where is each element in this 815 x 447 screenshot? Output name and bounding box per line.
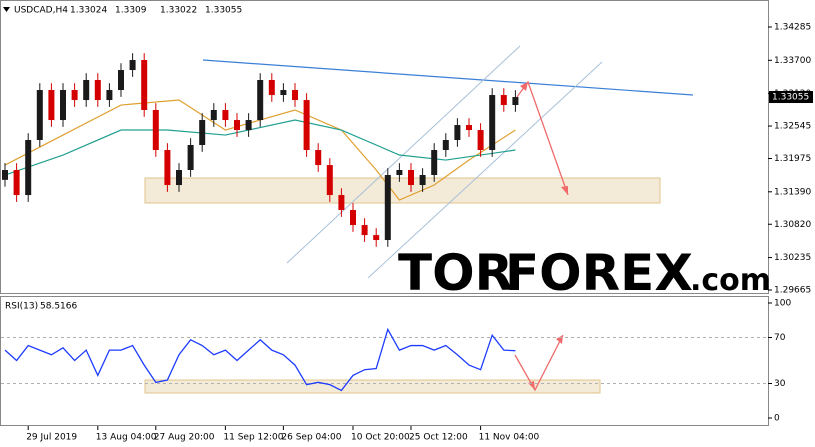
candle-body <box>280 90 287 96</box>
header-value: 1.3309 <box>115 6 147 16</box>
candle-body <box>396 169 403 176</box>
x-tick-label: 26 Sep 04:00 <box>281 433 341 443</box>
price-tag-label: 1.33055 <box>772 93 809 103</box>
y-tick-label: 1.30235 <box>774 253 811 263</box>
rsi-panel <box>0 296 769 426</box>
y-tick-label: 1.31975 <box>774 154 811 164</box>
candle-body <box>292 90 298 101</box>
candle-body <box>25 139 32 196</box>
candle-body <box>60 90 66 121</box>
candle-body <box>257 79 264 121</box>
moving-average <box>4 99 516 201</box>
candle-body <box>477 130 484 151</box>
channel-line <box>286 45 521 264</box>
x-tick-label: 13 Aug 04:00 <box>96 433 157 443</box>
candle-body <box>199 120 206 146</box>
candle-body <box>361 225 368 236</box>
candle-body <box>106 90 113 101</box>
candle-body <box>442 139 449 151</box>
moving-average <box>4 119 516 176</box>
trend-line <box>202 59 694 96</box>
watermark-com: .com <box>690 263 771 298</box>
candle-body <box>234 120 240 131</box>
channel-line <box>367 61 603 279</box>
candle-body <box>419 175 426 186</box>
y-tick-label: 70 <box>774 333 786 343</box>
header-value: 1.33022 <box>160 6 197 16</box>
candle-body <box>326 165 333 196</box>
header-value: 1.33024 <box>70 6 107 16</box>
candle-body <box>315 150 322 166</box>
x-tick-label: 25 Oct 12:00 <box>409 433 468 443</box>
candle-body <box>71 90 78 101</box>
x-tick-label: 11 Sep 12:00 <box>223 433 283 443</box>
candle-body <box>129 60 136 71</box>
candle-body <box>373 235 380 241</box>
candle-body <box>454 125 461 140</box>
y-tick-label: 100 <box>774 299 791 309</box>
y-tick-label: 0 <box>774 414 780 424</box>
candle-body <box>2 169 8 180</box>
candle-body <box>176 169 182 186</box>
rsi-zone <box>144 379 601 394</box>
candle-body <box>500 95 507 105</box>
y-tick-label: 1.32545 <box>774 122 811 132</box>
y-tick-label: 1.31390 <box>774 187 811 197</box>
arrow-head <box>561 186 568 195</box>
candle-body <box>384 175 391 241</box>
candle-body <box>512 97 519 105</box>
candle-body <box>13 169 20 196</box>
watermark-tor: TOR <box>398 244 513 302</box>
candle-body <box>94 79 101 101</box>
y-tick-label: 1.30820 <box>774 220 811 230</box>
candle-body <box>83 79 90 101</box>
candle-body <box>152 109 159 151</box>
candle-body <box>350 210 356 226</box>
x-tick-label: 11 Nov 04:00 <box>479 433 540 443</box>
watermark: TOR FOREX .com <box>398 244 771 302</box>
x-tick-label: 29 Jul 2019 <box>26 433 77 443</box>
price-panel <box>0 0 769 294</box>
rsi-value: 58.5166 <box>40 302 77 312</box>
symbol-title: USDCAD,H4 <box>14 6 68 16</box>
candle-body <box>268 79 275 96</box>
candle-body <box>466 125 472 131</box>
candle-body <box>338 195 345 211</box>
candle-body <box>48 90 55 121</box>
candle-body <box>36 90 43 140</box>
x-tick-label: 10 Oct 20:00 <box>351 433 410 443</box>
candle-body <box>187 145 194 170</box>
header-value: 1.33055 <box>205 6 242 16</box>
candle-body <box>222 109 229 121</box>
candle-body <box>118 70 124 91</box>
y-tick-label: 1.29665 <box>774 286 811 296</box>
candle-body <box>408 169 414 186</box>
arrow-head <box>520 82 528 91</box>
candle-body <box>303 100 310 151</box>
y-tick-label: 1.34285 <box>774 23 811 33</box>
price-tag <box>769 91 813 104</box>
candle-body <box>431 150 438 176</box>
candle-body <box>245 120 252 131</box>
watermark-forex: FOREX <box>505 244 693 302</box>
candle-body <box>489 95 496 151</box>
rsi-title: RSI(13) <box>5 302 38 312</box>
candle-body <box>141 60 148 110</box>
y-tick-label: 30 <box>774 379 786 389</box>
x-tick-label: 27 Aug 20:00 <box>154 433 215 443</box>
menu-arrow <box>3 7 10 12</box>
candle-body <box>210 109 217 121</box>
candle-body <box>164 150 171 186</box>
rsi-line <box>4 327 516 392</box>
y-tick-label: 1.33700 <box>774 56 811 66</box>
